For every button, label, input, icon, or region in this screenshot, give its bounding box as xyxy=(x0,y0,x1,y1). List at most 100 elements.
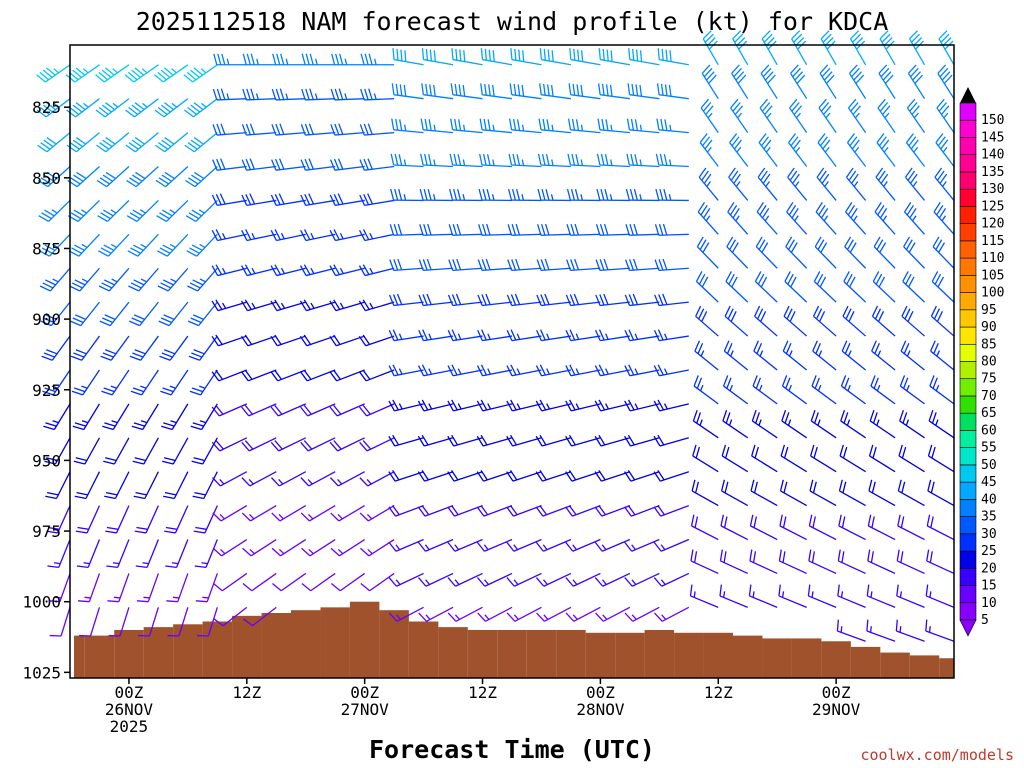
colorbar-label: 90 xyxy=(981,320,997,335)
wind-barb xyxy=(719,584,748,608)
wind-barb xyxy=(510,48,542,66)
y-tick-label: 925 xyxy=(32,381,61,400)
terrain-column xyxy=(880,652,910,678)
wind-barb xyxy=(780,444,808,473)
wind-barb xyxy=(753,340,778,371)
wind-barb xyxy=(760,64,778,100)
wind-barb xyxy=(448,223,483,236)
wind-barb xyxy=(625,258,660,272)
colorbar-bottom-arrow xyxy=(959,619,977,637)
wind-barb xyxy=(841,340,867,371)
wind-barb xyxy=(159,335,189,361)
wind-barb xyxy=(594,329,630,342)
wind-barb xyxy=(696,236,719,269)
wind-barb xyxy=(506,329,542,342)
wind-barb xyxy=(695,271,719,303)
wind-barb xyxy=(418,606,454,622)
wind-barb xyxy=(653,505,690,517)
wind-barb xyxy=(594,434,631,447)
wind-barb xyxy=(624,293,660,307)
wind-barb xyxy=(477,293,513,307)
terrain-column xyxy=(408,621,439,678)
y-tick-label: 1000 xyxy=(22,593,61,612)
wind-barb xyxy=(164,505,189,534)
wind-barb xyxy=(755,236,778,269)
wind-barb xyxy=(536,223,571,236)
x-tick-label: 27NOV xyxy=(341,700,390,719)
wind-barb xyxy=(360,88,395,101)
wind-barb xyxy=(299,299,336,312)
wind-barb xyxy=(869,409,896,439)
wind-barb xyxy=(810,444,837,473)
wind-barb xyxy=(106,539,130,568)
wind-barb xyxy=(241,123,277,136)
wind-barb xyxy=(876,133,896,167)
wind-barb xyxy=(568,83,601,100)
wind-barb xyxy=(848,64,867,100)
wind-barb xyxy=(566,223,601,236)
colorbar-swatch xyxy=(959,137,977,155)
wind-barb xyxy=(627,83,660,100)
wind-barb xyxy=(567,153,601,168)
colorbar-swatch xyxy=(959,275,977,293)
wind-barb xyxy=(419,188,454,202)
wind-barb xyxy=(565,293,601,307)
wind-barb xyxy=(272,572,307,592)
wind-barb xyxy=(155,132,189,153)
wind-barb xyxy=(625,223,660,236)
wind-barb xyxy=(213,53,247,66)
wind-barb xyxy=(653,399,689,412)
wind-barb xyxy=(812,305,837,337)
wind-barb xyxy=(71,369,101,396)
colorbar-swatch xyxy=(959,240,977,259)
wind-barb xyxy=(817,133,837,167)
terrain-column xyxy=(202,621,233,678)
colorbar-swatch xyxy=(959,326,977,345)
wind-barb xyxy=(67,166,100,188)
wind-barb xyxy=(812,340,837,371)
wind-barb xyxy=(624,329,660,342)
wind-barb xyxy=(360,538,395,557)
wind-barb xyxy=(536,329,572,342)
wind-barb xyxy=(597,118,630,134)
wind-barb xyxy=(38,199,71,222)
colorbar-label: 85 xyxy=(981,337,997,352)
wind-barb xyxy=(729,133,749,167)
wind-barb xyxy=(701,64,719,100)
terrain-column xyxy=(674,632,704,678)
wind-barb xyxy=(184,132,218,153)
wind-barb xyxy=(689,584,719,608)
wind-barb xyxy=(270,471,307,487)
wind-barb xyxy=(932,236,955,269)
wind-barb xyxy=(811,375,837,405)
wind-barb xyxy=(507,258,542,272)
wind-barb xyxy=(595,606,631,622)
wind-barb xyxy=(79,607,101,637)
wind-barb xyxy=(509,83,542,100)
wind-barb xyxy=(783,305,808,337)
colorbar-label: 120 xyxy=(981,217,1004,232)
wind-barb xyxy=(154,64,189,83)
wind-barb xyxy=(697,202,719,235)
colorbar-label: 20 xyxy=(981,561,997,576)
terrain-column xyxy=(261,613,291,678)
colorbar-swatch xyxy=(959,188,977,207)
wind-barb xyxy=(565,434,601,447)
wind-barb xyxy=(389,258,424,272)
wind-barb xyxy=(836,619,866,642)
colorbar-swatch xyxy=(959,171,977,190)
y-tick-label: 850 xyxy=(32,169,61,188)
colorbar-label: 50 xyxy=(981,458,997,473)
wind-barb xyxy=(213,572,248,592)
wind-barb xyxy=(779,514,807,541)
wind-barb xyxy=(98,267,130,292)
wind-barb xyxy=(211,403,248,417)
wind-barb xyxy=(695,305,719,337)
wind-barb xyxy=(813,271,837,303)
terrain-column xyxy=(349,601,380,678)
wind-barb xyxy=(359,437,395,452)
wind-barb xyxy=(447,329,483,342)
wind-barb xyxy=(213,606,248,627)
wind-barb xyxy=(538,118,571,134)
wind-barb xyxy=(330,505,365,522)
